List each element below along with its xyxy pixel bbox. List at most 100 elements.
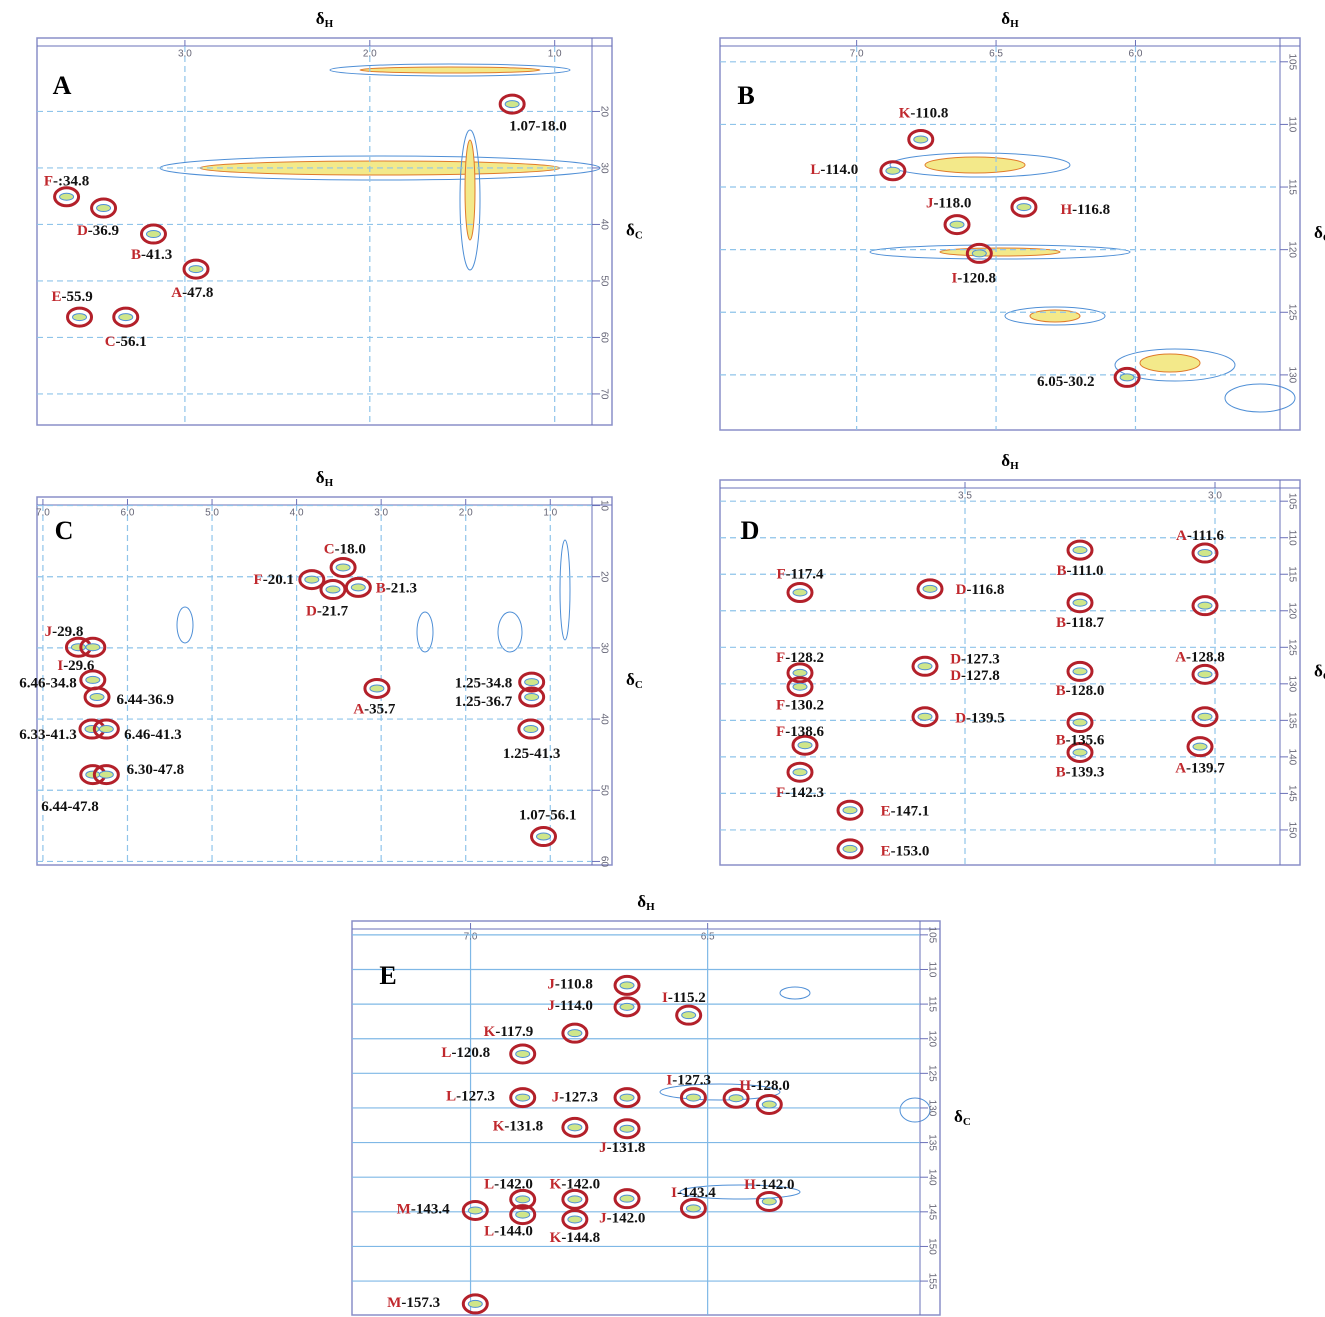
peak-label: B-111.0	[1056, 563, 1103, 579]
x-tick-label: 5.0	[205, 508, 219, 519]
peak-label: A-47.8	[171, 285, 213, 301]
x-tick-label: 6.0	[121, 508, 135, 519]
y-tick-label: 120	[1286, 241, 1297, 258]
panel-letter: D	[741, 516, 760, 545]
peak-contour	[568, 1030, 582, 1037]
x-tick-label: 6.5	[989, 49, 1003, 60]
panel: 3.53.0105110115120125130135140145150δHδC…	[720, 451, 1325, 865]
peak-marker	[563, 1118, 587, 1136]
panel: 7.06.5105110115120125130135140145150155δ…	[352, 892, 971, 1315]
x-tick-label: 2.0	[459, 508, 473, 519]
peak-label: J-29.8	[45, 624, 84, 640]
peak-label: D-127.3	[950, 652, 1000, 668]
peak-contour	[914, 136, 928, 143]
panel-letter: B	[737, 81, 754, 110]
peak-contour	[793, 683, 807, 690]
x-axis-title: δH	[637, 892, 655, 913]
peak-label: A-35.7	[353, 702, 396, 718]
peak-contour	[1198, 671, 1212, 678]
y-tick-label: 130	[1286, 675, 1297, 692]
peak-contour	[620, 1003, 634, 1010]
peak-contour	[950, 221, 964, 228]
peak-contour	[1193, 743, 1207, 750]
peak-contour	[86, 771, 100, 778]
y-tick-label: 130	[1286, 367, 1297, 384]
y-tick-label: 105	[1286, 53, 1297, 70]
y-tick-label: 150	[1286, 822, 1297, 839]
peak-marker	[463, 1201, 487, 1219]
peak-marker	[511, 1089, 535, 1107]
peak-contour	[85, 726, 99, 733]
y-axis-title: δC	[1314, 223, 1325, 244]
peak-contour	[516, 1050, 530, 1057]
x-tick-label: 7.0	[464, 932, 478, 943]
peak-contour	[71, 644, 85, 651]
peak-label: L-144.0	[484, 1224, 533, 1240]
peak-label: I-29.6	[57, 659, 95, 675]
x-tick-label: 7.0	[36, 508, 50, 519]
peak-contour	[923, 585, 937, 592]
y-tick-label: 40	[598, 219, 609, 231]
peak-contour	[468, 1300, 482, 1307]
peak-label: F-117.4	[776, 567, 824, 583]
peak-label: I-115.2	[662, 991, 706, 1007]
peak-label: L-120.8	[441, 1045, 490, 1061]
peak-label: A-139.7	[1175, 761, 1225, 777]
peak-marker	[838, 840, 862, 858]
peak-label: B-41.3	[131, 248, 172, 264]
peak-contour	[762, 1198, 776, 1205]
peak-marker	[677, 1006, 701, 1024]
peak-marker	[1068, 541, 1092, 559]
peak-label: K-144.8	[550, 1230, 600, 1246]
panel: 7.06.05.04.03.02.01.0102030405060δHδCCC-…	[19, 468, 643, 868]
peak-label: E-55.9	[51, 289, 92, 305]
peak-label: I-120.8	[951, 271, 996, 287]
peak-label: B-128.0	[1056, 683, 1105, 699]
peak-label: 6.44-47.8	[41, 799, 99, 815]
peak-label: I-127.3	[666, 1073, 711, 1089]
peak-marker	[321, 581, 345, 599]
peak-contour	[620, 1195, 634, 1202]
y-tick-label: 110	[1286, 116, 1297, 132]
y-tick-label: 155	[926, 1273, 937, 1290]
peak-label: D-36.9	[77, 223, 119, 239]
x-axis-title: δH	[1001, 451, 1019, 472]
peak-marker	[1193, 544, 1217, 562]
peak-label: 6.46-34.8	[19, 676, 77, 692]
peak-contour	[86, 676, 100, 683]
y-tick-label: 110	[1286, 530, 1297, 546]
y-tick-label: 135	[1286, 712, 1297, 729]
x-tick-label: 3.5	[958, 491, 972, 502]
y-tick-label: 30	[598, 162, 609, 174]
peak-contour	[1120, 374, 1134, 381]
peak-contour	[189, 266, 203, 273]
x-axis-title: δH	[1001, 9, 1019, 30]
peak-marker	[500, 95, 524, 113]
peak-marker	[55, 188, 79, 206]
y-tick-label: 125	[1286, 639, 1297, 656]
peak-marker	[788, 763, 812, 781]
peak-label: D-127.8	[950, 669, 1000, 685]
y-tick-label: 60	[598, 332, 609, 344]
peak-marker	[838, 801, 862, 819]
y-tick-label: 105	[926, 927, 937, 944]
x-tick-label: 3.0	[374, 508, 388, 519]
peak-contour	[370, 685, 384, 692]
x-tick-label: 3.0	[1208, 491, 1222, 502]
peak-contour	[798, 742, 812, 749]
peak-contour	[620, 982, 634, 989]
peak-label: F-138.6	[776, 724, 824, 740]
peak-marker	[346, 578, 370, 596]
peak-contour	[568, 1216, 582, 1223]
peak-marker	[757, 1192, 781, 1210]
peak-contour	[1073, 719, 1087, 726]
peak-label: I-143.4	[671, 1185, 716, 1201]
peak-label: J-131.8	[599, 1140, 645, 1156]
peak-marker	[92, 199, 116, 217]
peak-contour	[525, 679, 539, 686]
peak-contour	[972, 250, 986, 257]
peak-marker	[1068, 662, 1092, 680]
peak-label: 6.05-30.2	[1037, 374, 1095, 390]
peak-marker	[681, 1199, 705, 1217]
peak-label: B-118.7	[1056, 615, 1104, 631]
